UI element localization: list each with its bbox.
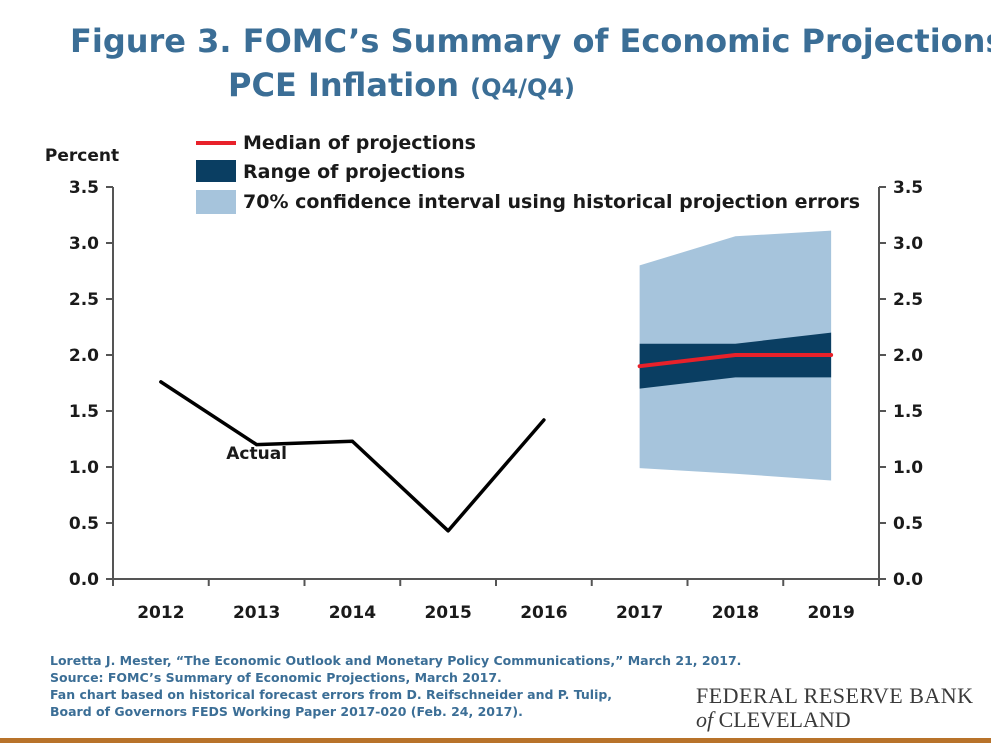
y-tick-label-right: 0.5 <box>893 514 923 534</box>
logo-line1: FEDERAL RESERVE BANK <box>696 683 974 708</box>
x-tick-label: 2019 <box>807 603 854 623</box>
legend: Median of projections Range of projection… <box>196 132 860 214</box>
range-band <box>639 332 832 389</box>
y-tick-label-right: 3.5 <box>893 178 923 198</box>
legend-range-swatch <box>196 160 236 182</box>
footnote-line: Fan chart based on historical forecast e… <box>50 687 613 702</box>
fan-chart: 0.0 0.0 0.5 0.5 1.0 1.0 1.5 1.5 2.0 2.0 2.5 2.5 3.0 3… <box>45 132 923 623</box>
logo-line2: of CLEVELAND <box>696 708 974 732</box>
subtitle-main: PCE Inflation <box>228 66 471 104</box>
footnote-line: Loretta J. Mester, “The Economic Outlook… <box>50 653 742 668</box>
labels-layer: 0.0 0.0 0.5 0.5 1.0 1.0 1.5 1.5 2.0 2.0 2.5 2.5 3.0 3… <box>45 146 923 623</box>
legend-median-label: Median of projections <box>243 132 476 154</box>
x-tick-label: 2017 <box>616 603 663 623</box>
bottom-accent-bar <box>0 738 991 743</box>
y-tick-label-right: 2.0 <box>893 346 923 366</box>
x-tick-label: 2015 <box>424 603 471 623</box>
y-tick-label-right: 2.5 <box>893 290 923 310</box>
x-tick-label: 2014 <box>329 603 376 623</box>
x-tick-label: 2016 <box>520 603 567 623</box>
footnote-line: Source: FOMC’s Summary of Economic Proje… <box>50 670 502 685</box>
legend-confidence-label: 70% confidence interval using historical… <box>243 191 860 213</box>
x-tick-label: 2013 <box>233 603 280 623</box>
y-axis-label: Percent <box>45 146 119 166</box>
y-tick-label-left: 3.5 <box>69 178 99 198</box>
footnotes: Loretta J. Mester, “The Economic Outlook… <box>50 652 741 720</box>
y-tick-label-left: 2.0 <box>69 346 99 366</box>
lines-layer <box>159 353 834 533</box>
legend-confidence-swatch <box>196 190 236 214</box>
x-tick-label: 2012 <box>137 603 184 623</box>
chart-title: Figure 3. FOMC’s Summary of Economic Pro… <box>70 22 991 60</box>
footnote-line: Board of Governors FEDS Working Paper 20… <box>50 704 523 719</box>
y-tick-label-left: 0.0 <box>69 570 99 590</box>
y-tick-label-left: 0.5 <box>69 514 99 534</box>
chart-subtitle: PCE Inflation (Q4/Q4) <box>228 66 575 104</box>
logo-city: CLEVELAND <box>713 707 851 732</box>
y-tick-label-left: 1.5 <box>69 402 99 422</box>
y-tick-label-right: 3.0 <box>893 234 923 254</box>
actual-line <box>159 380 546 533</box>
legend-range-label: Range of projections <box>243 161 465 183</box>
y-tick-label-left: 3.0 <box>69 234 99 254</box>
x-tick-label: 2018 <box>712 603 759 623</box>
logo-of: of <box>696 707 714 732</box>
subtitle-unit: (Q4/Q4) <box>470 74 576 102</box>
axes-layer <box>106 186 886 586</box>
frb-cleveland-logo: FEDERAL RESERVE BANK of CLEVELAND <box>696 684 974 732</box>
y-tick-label-right: 1.5 <box>893 402 923 422</box>
y-tick-label-right: 0.0 <box>893 570 923 590</box>
y-tick-label-right: 1.0 <box>893 458 923 478</box>
median-line <box>637 353 834 369</box>
y-tick-label-left: 1.0 <box>69 458 99 478</box>
actual-annotation: Actual <box>226 444 287 464</box>
y-tick-label-left: 2.5 <box>69 290 99 310</box>
